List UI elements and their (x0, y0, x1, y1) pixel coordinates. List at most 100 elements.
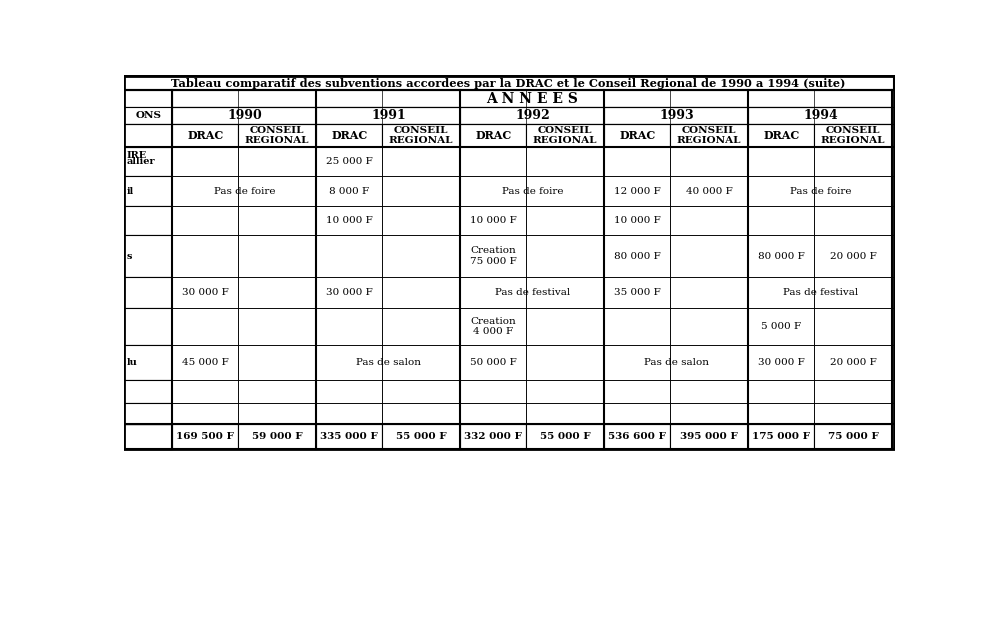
Text: 175 000 F: 175 000 F (751, 432, 809, 441)
Bar (316, 235, 382, 277)
Text: 1993: 1993 (658, 109, 693, 122)
Bar (238, 308, 316, 345)
Bar (460, 308, 526, 345)
Bar (238, 424, 316, 449)
Bar (526, 235, 603, 277)
Text: 45 000 F: 45 000 F (182, 358, 229, 367)
Bar (124, 176, 172, 206)
Bar (669, 147, 747, 176)
Bar (172, 277, 238, 308)
Text: 1992: 1992 (515, 109, 550, 122)
Bar (460, 176, 526, 206)
Bar (813, 379, 892, 403)
Bar (603, 277, 669, 308)
Bar (382, 206, 460, 235)
Bar (526, 424, 603, 449)
Bar (460, 277, 526, 308)
Bar (460, 345, 526, 379)
Text: 35 000 F: 35 000 F (613, 288, 660, 297)
Bar (526, 147, 603, 176)
Text: 80 000 F: 80 000 F (757, 252, 804, 260)
Text: 80 000 F: 80 000 F (613, 252, 660, 260)
Bar (526, 206, 603, 235)
Bar (526, 124, 603, 147)
Bar (669, 379, 747, 403)
Bar (238, 345, 316, 379)
Bar (460, 379, 526, 403)
Bar (316, 277, 382, 308)
Bar (316, 424, 382, 449)
Bar (669, 176, 747, 206)
Bar (603, 308, 669, 345)
Text: 59 000 F: 59 000 F (251, 432, 302, 441)
Text: DRAC: DRAC (331, 130, 367, 141)
Text: allier: allier (126, 157, 155, 166)
Text: s: s (126, 252, 132, 260)
Bar (526, 277, 603, 308)
Bar (238, 379, 316, 403)
Bar (813, 147, 892, 176)
Bar (238, 403, 316, 424)
Bar (669, 403, 747, 424)
Text: 1990: 1990 (227, 109, 261, 122)
Text: ONS: ONS (135, 111, 161, 120)
Text: Pas de salon: Pas de salon (643, 358, 708, 367)
Bar (813, 124, 892, 147)
Bar (813, 235, 892, 277)
Text: 5 000 F: 5 000 F (760, 322, 800, 331)
Text: 1991: 1991 (371, 109, 406, 122)
Bar (124, 424, 172, 449)
Text: Pas de festival: Pas de festival (494, 288, 570, 297)
Bar (526, 176, 603, 206)
Bar (747, 379, 813, 403)
Text: 55 000 F: 55 000 F (540, 432, 589, 441)
Bar (172, 379, 238, 403)
Text: 169 500 F: 169 500 F (176, 432, 234, 441)
Text: A N N E E S: A N N E E S (486, 92, 578, 106)
Bar (603, 403, 669, 424)
Bar (172, 90, 892, 107)
Bar (813, 424, 892, 449)
Text: CONSEIL
REGIONAL: CONSEIL REGIONAL (533, 126, 596, 145)
Bar (124, 235, 172, 277)
Bar (603, 345, 669, 379)
Bar (813, 345, 892, 379)
Bar (124, 206, 172, 235)
Bar (382, 424, 460, 449)
Text: CONSEIL
REGIONAL: CONSEIL REGIONAL (676, 126, 741, 145)
Text: 55 000 F: 55 000 F (396, 432, 446, 441)
Text: Creation
4 000 F: Creation 4 000 F (470, 317, 516, 336)
Bar (124, 76, 893, 449)
Bar (172, 345, 238, 379)
Bar (603, 176, 669, 206)
Bar (603, 107, 747, 124)
Bar (747, 176, 813, 206)
Text: DRAC: DRAC (762, 130, 798, 141)
Bar (747, 235, 813, 277)
Bar (172, 124, 238, 147)
Bar (382, 147, 460, 176)
Bar (460, 124, 526, 147)
Text: 30 000 F: 30 000 F (182, 288, 229, 297)
Text: 25 000 F: 25 000 F (325, 157, 372, 166)
Bar (172, 107, 316, 124)
Bar (238, 277, 316, 308)
Bar (172, 308, 238, 345)
Bar (382, 124, 460, 147)
Bar (813, 176, 892, 206)
Text: IRE: IRE (126, 151, 147, 160)
Bar (124, 308, 172, 345)
Text: Pas de foire: Pas de foire (214, 186, 275, 196)
Bar (669, 345, 747, 379)
Bar (669, 308, 747, 345)
Bar (526, 379, 603, 403)
Bar (747, 206, 813, 235)
Text: Pas de foire: Pas de foire (501, 186, 563, 196)
Bar (316, 147, 382, 176)
Bar (124, 90, 172, 107)
Bar (460, 107, 603, 124)
Bar (813, 308, 892, 345)
Text: 75 000 F: 75 000 F (827, 432, 878, 441)
Bar (316, 379, 382, 403)
Text: 40 000 F: 40 000 F (685, 186, 732, 196)
